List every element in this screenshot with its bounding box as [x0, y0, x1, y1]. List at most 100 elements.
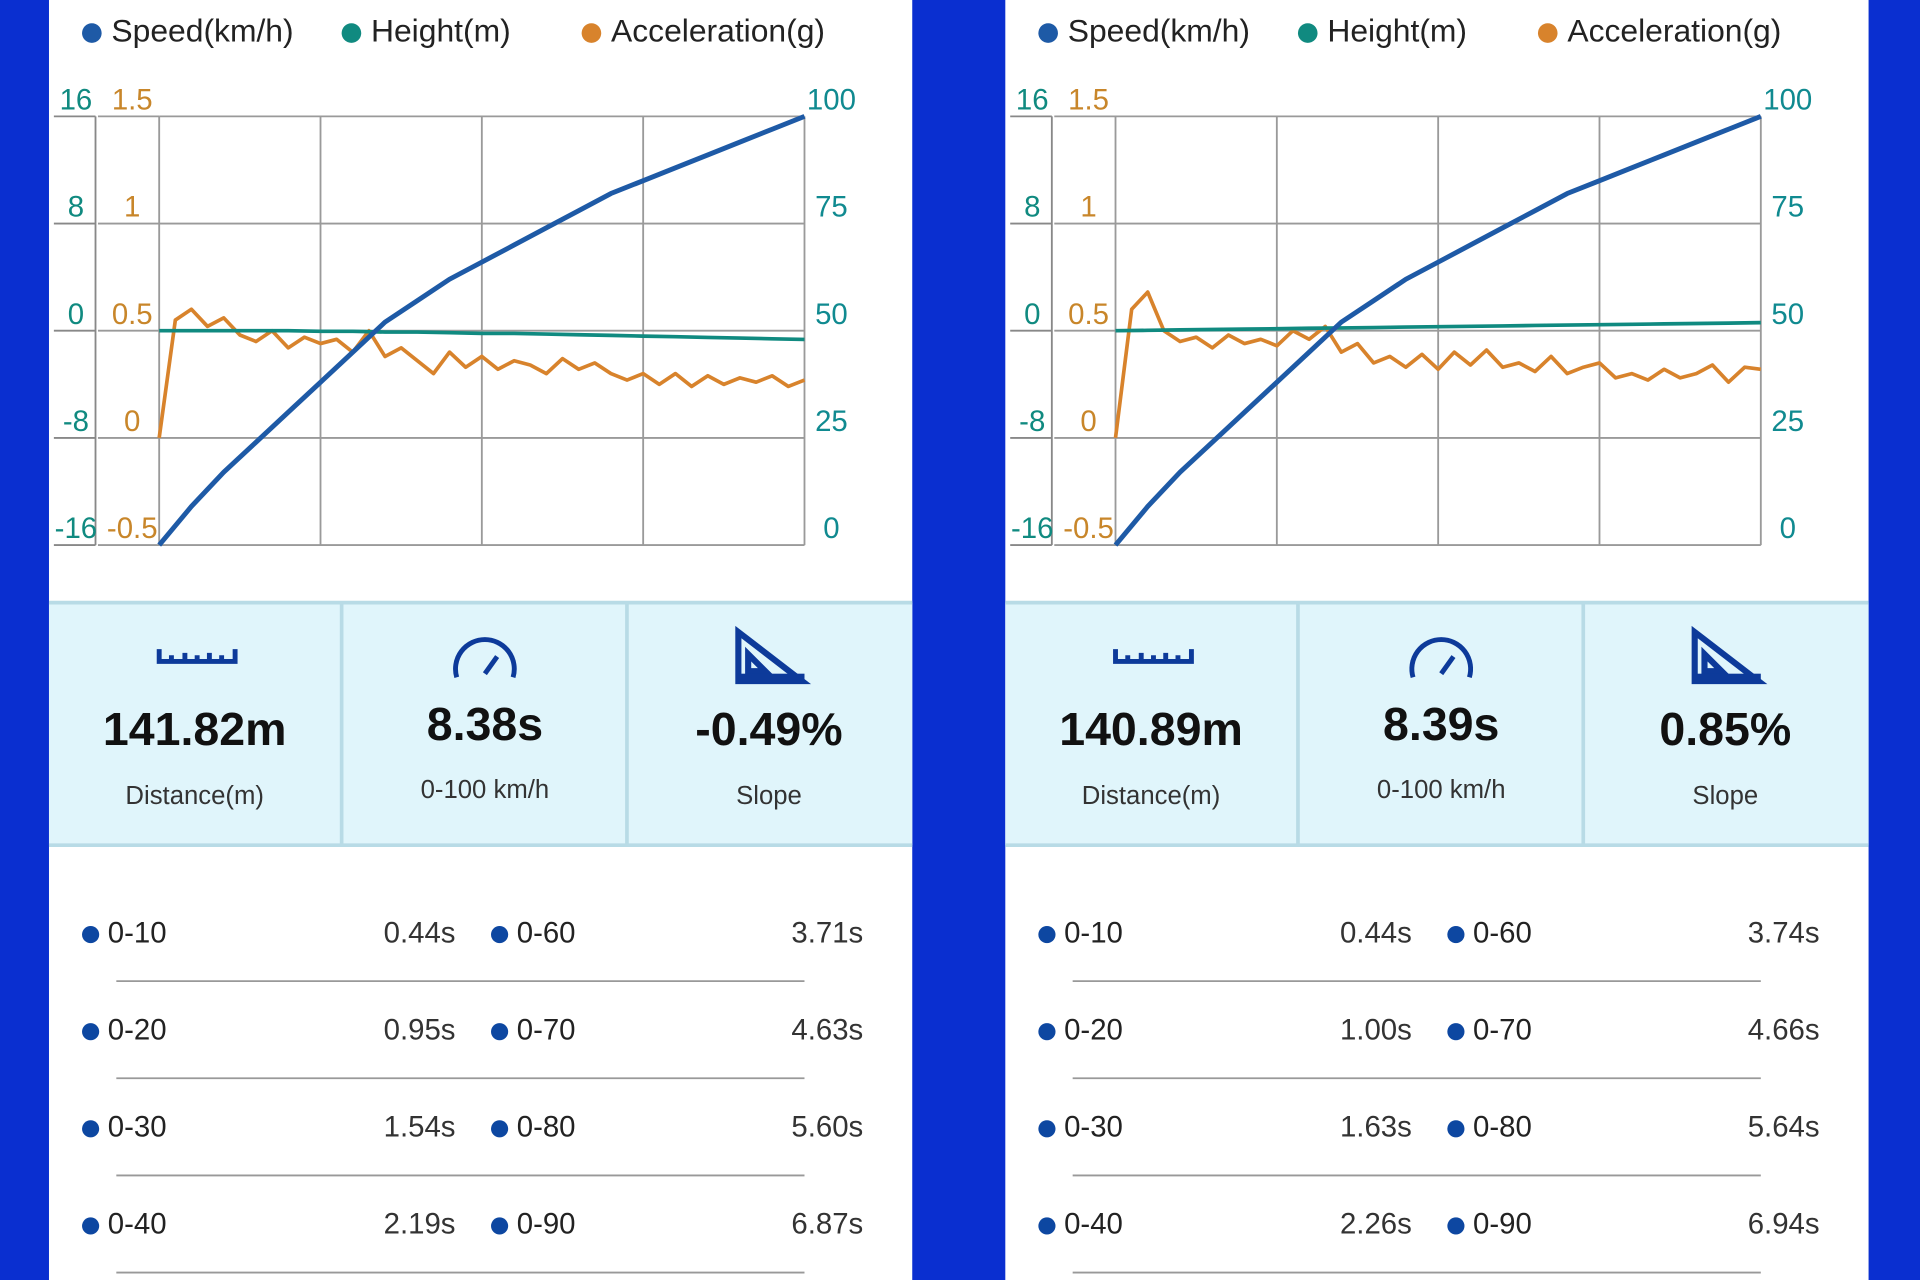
y2-tick-label: 100: [807, 83, 856, 116]
split-label: 0-20: [108, 1013, 167, 1046]
y-tick-label: 16: [60, 83, 93, 116]
panel: Speed(km/h) Height(m) Acceleration(g) 0 25 50…: [48, 0, 913, 1280]
y2-tick-label: 0: [823, 512, 839, 545]
y2-tick-label: 100: [1763, 83, 1812, 116]
split-dot: [1447, 926, 1465, 944]
split-time: 3.71s: [791, 916, 863, 949]
icon-gauge: [453, 637, 517, 679]
y-tick-label: 0: [1024, 298, 1040, 331]
split-time: 3.74s: [1748, 916, 1820, 949]
legend-dot: [1038, 23, 1058, 43]
stat-label: Distance(m): [1082, 782, 1221, 810]
icon-ruler: [1113, 649, 1194, 664]
split-dot: [1447, 1023, 1465, 1041]
y-tick-label: -16: [1011, 512, 1053, 545]
split-label: 0-30: [1064, 1111, 1123, 1144]
split-time: 4.63s: [791, 1013, 863, 1046]
split-label: 0-30: [108, 1111, 167, 1144]
y3-tick-label: 0: [124, 405, 140, 438]
stat-value: 8.38s: [427, 698, 543, 750]
y3-tick-label: 1.5: [112, 83, 153, 116]
y-tick-label: -8: [63, 405, 89, 438]
series-line: [157, 307, 806, 439]
legend-label: Acceleration(g): [1567, 12, 1781, 48]
split-time: 2.26s: [1340, 1208, 1412, 1241]
stats-band: [1005, 602, 1869, 846]
split-label: 0-20: [1064, 1013, 1123, 1046]
split-dot: [1447, 1217, 1465, 1235]
icon-slope-base: [738, 673, 805, 684]
split-dot: [491, 1120, 509, 1138]
y3-tick-label: 1.5: [1068, 83, 1109, 116]
legend-dot: [1537, 23, 1558, 43]
y2-tick-label: 50: [815, 298, 848, 331]
icon-ruler: [156, 649, 238, 664]
y2-tick-label: 75: [815, 191, 848, 224]
split-time: 4.66s: [1748, 1013, 1820, 1046]
series-line: [157, 114, 806, 547]
split-time: 5.64s: [1748, 1111, 1820, 1144]
legend-label: Acceleration(g): [611, 12, 825, 48]
split-dot: [1447, 1120, 1465, 1138]
split-dot: [491, 1217, 509, 1235]
y3-tick-label: 0.5: [112, 298, 153, 331]
y3-tick-label: 1: [1080, 191, 1096, 224]
panel: Speed(km/h) Height(m) Acceleration(g) 0 25 50…: [1005, 0, 1869, 1280]
split-dot: [491, 926, 509, 944]
y-tick-label: 16: [1016, 83, 1049, 116]
y-tick-label: 0: [68, 298, 84, 331]
stat-value: 8.39s: [1383, 698, 1499, 750]
split-time: 1.00s: [1340, 1013, 1412, 1046]
y-tick-label: 8: [68, 191, 84, 224]
legend-label: Speed(km/h): [111, 12, 293, 48]
split-dot: [1038, 926, 1056, 944]
stat-label: Distance(m): [125, 782, 264, 810]
series-line: [1115, 320, 1761, 333]
y3-tick-label: 1: [124, 191, 140, 224]
split-dot: [491, 1023, 509, 1041]
series-line: [159, 328, 805, 342]
stat-label: 0-100 km/h: [1377, 776, 1506, 804]
icon-gauge-needle: [482, 655, 500, 676]
legend-label: Height(m): [1327, 12, 1467, 48]
split-label: 0-10: [1064, 916, 1123, 949]
split-time: 6.87s: [791, 1208, 863, 1241]
split-time: 0.44s: [384, 916, 456, 949]
split-dot: [82, 926, 100, 944]
stat-value: 140.89m: [1059, 703, 1243, 755]
split-label: 0-80: [1473, 1111, 1532, 1144]
legend-dot: [1297, 23, 1318, 43]
split-label: 0-70: [517, 1013, 576, 1046]
split-dot: [1038, 1120, 1056, 1138]
legend-label: Height(m): [371, 12, 511, 48]
split-label: 0-40: [108, 1208, 167, 1241]
stats-band: [48, 602, 913, 846]
split-label: 0-80: [517, 1111, 576, 1144]
legend-dot: [341, 23, 362, 43]
y2-tick-label: 50: [1771, 298, 1804, 331]
y-tick-label: -16: [55, 512, 97, 545]
split-dot: [82, 1120, 100, 1138]
stat-value: 141.82m: [103, 703, 287, 755]
stat-label: Slope: [1692, 782, 1758, 810]
y2-tick-label: 25: [815, 405, 848, 438]
split-dot: [1038, 1023, 1056, 1041]
split-label: 0-90: [517, 1208, 576, 1241]
stat-label: Slope: [736, 782, 802, 810]
y3-tick-label: -0.5: [1063, 512, 1114, 545]
series-line: [1113, 290, 1762, 439]
icon-gauge: [1409, 637, 1474, 679]
split-time: 5.60s: [791, 1111, 863, 1144]
y3-tick-label: 0.5: [1068, 298, 1109, 331]
split-dot: [82, 1023, 100, 1041]
icon-slope-base: [1694, 673, 1761, 684]
icon-gauge-needle: [1439, 655, 1456, 676]
split-label: 0-70: [1473, 1013, 1532, 1046]
y3-tick-label: -0.5: [107, 512, 158, 545]
stat-label: 0-100 km/h: [421, 776, 550, 804]
split-time: 1.63s: [1340, 1111, 1412, 1144]
split-label: 0-60: [1473, 916, 1532, 949]
y2-tick-label: 0: [1780, 512, 1796, 545]
legend-label: Speed(km/h): [1068, 12, 1250, 48]
